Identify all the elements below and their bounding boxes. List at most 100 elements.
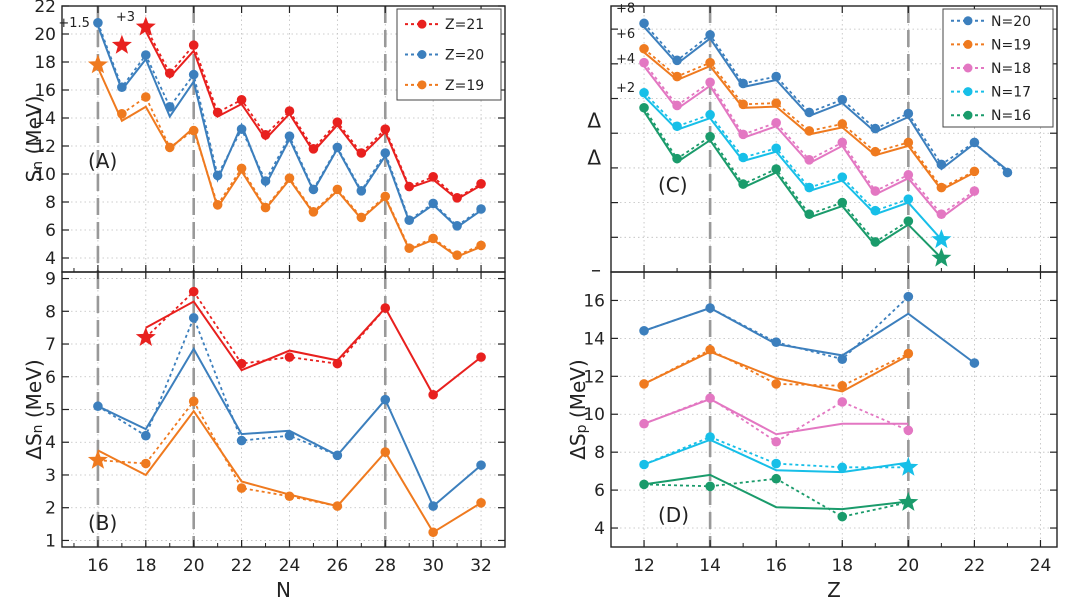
y-tick-label: 4 — [594, 519, 605, 539]
star-marker — [898, 491, 919, 511]
theory-line — [643, 110, 943, 259]
y-axis-title: ΔSp (MeV) — [566, 359, 590, 460]
legend-label: Z=20 — [445, 48, 484, 64]
data-point — [936, 182, 947, 193]
legend-marker — [963, 87, 973, 97]
data-point — [870, 237, 881, 247]
x-tick-label: 26 — [327, 556, 349, 576]
theory-line — [643, 350, 909, 393]
data-point — [404, 181, 415, 192]
data-point — [705, 303, 715, 313]
data-point — [903, 137, 914, 148]
data-point — [308, 144, 319, 154]
series-N=16 — [639, 473, 919, 522]
series-N=20 — [639, 291, 980, 368]
y-tick-label: 6 — [45, 368, 56, 388]
star-marker — [931, 229, 952, 249]
data-point — [188, 313, 199, 323]
data-point — [188, 286, 199, 297]
x-tick-label: 20 — [183, 556, 205, 576]
legend-label: Z=19 — [445, 78, 484, 94]
x-tick-label: 22 — [964, 556, 986, 576]
data-point — [837, 137, 848, 148]
series-Z=21 — [111, 16, 486, 203]
data-point — [837, 397, 848, 407]
data-point — [837, 197, 848, 208]
panel-label: (A) — [88, 149, 117, 173]
data-point — [380, 394, 391, 405]
y-tick-label: 8 — [45, 193, 56, 213]
data-point — [771, 164, 781, 174]
star-marker — [135, 327, 156, 346]
legend: Z=21 Z=20 Z=19 — [396, 8, 502, 101]
data-point — [639, 87, 649, 98]
panel-label: (C) — [658, 173, 688, 197]
data-point — [771, 436, 781, 447]
series-Z=20 — [93, 313, 486, 511]
data-point — [639, 479, 649, 490]
y-tick-label: 9 — [45, 270, 56, 290]
data-point — [639, 102, 649, 113]
data-point — [332, 450, 343, 461]
data-point — [284, 106, 295, 116]
data-point — [188, 125, 199, 136]
data-point — [903, 348, 914, 359]
data-point — [837, 94, 848, 105]
data-point — [141, 50, 151, 60]
experiment-line — [643, 22, 1009, 174]
series-Z=19 — [87, 396, 486, 538]
theory-line — [643, 473, 909, 511]
star-marker — [87, 54, 108, 74]
data-point — [639, 459, 649, 470]
data-point — [260, 130, 271, 140]
x-tick-label: 18 — [831, 556, 853, 576]
y-tick-label: 6 — [594, 481, 605, 501]
x-tick-label: 20 — [898, 556, 920, 576]
star-marker — [111, 34, 132, 54]
data-point — [164, 102, 175, 112]
data-point — [1002, 167, 1013, 178]
data-point — [452, 221, 462, 231]
y-tick-label: 16 — [34, 81, 56, 101]
offset-label: +3 — [116, 10, 135, 25]
panel-C: ΔΔ – (C) +8 +6 +4 +2 N=20 N=19 N=18 N=17 N=16 — [587, 1, 1058, 282]
data-point — [672, 100, 682, 111]
data-point — [452, 193, 462, 203]
x-tick-label: 14 — [699, 556, 721, 576]
data-point — [188, 40, 199, 50]
data-point — [164, 68, 175, 78]
data-point — [639, 325, 649, 336]
theory-line — [643, 95, 943, 241]
theory-line — [97, 346, 482, 508]
data-point — [639, 18, 649, 29]
data-point — [236, 124, 247, 134]
data-point — [705, 77, 715, 88]
legend-label: N=19 — [991, 37, 1031, 53]
series-Z=21 — [135, 286, 486, 400]
data-point — [476, 179, 486, 189]
y-tick-label: 8 — [45, 302, 56, 322]
data-point — [428, 198, 438, 209]
y-tick-label: 8 — [594, 443, 605, 463]
legend-label: N=18 — [991, 61, 1031, 77]
data-point — [404, 215, 415, 225]
data-point — [771, 143, 781, 154]
offset-label: +4 — [616, 52, 635, 67]
data-point — [969, 186, 980, 196]
legend: N=20 N=19 N=18 N=17 N=16 — [942, 8, 1054, 128]
series-N=16 — [639, 102, 952, 267]
panel-B: 16 18 20 22 24 26 28 30 32 1 2 3 4 5 6 7 8 9 (B) N ΔSn (MeV) — [22, 270, 506, 602]
data-point — [476, 498, 486, 508]
legend-label: N=17 — [991, 85, 1031, 101]
data-point — [837, 380, 848, 391]
data-point — [903, 108, 914, 119]
data-point — [738, 179, 748, 189]
data-point — [705, 432, 715, 442]
plot-frame — [610, 271, 1058, 548]
series-N=17 — [639, 432, 919, 476]
data-point — [705, 131, 715, 142]
legend-marker — [963, 110, 973, 120]
legend-marker — [963, 39, 973, 49]
series-Z=19 — [87, 54, 486, 260]
data-point — [428, 233, 438, 244]
